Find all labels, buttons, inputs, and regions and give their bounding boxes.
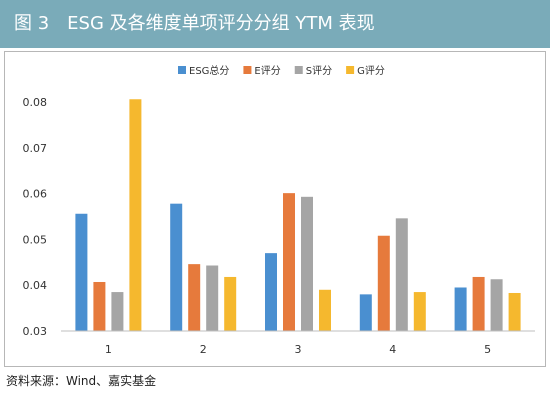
bar-g-group-1	[129, 99, 142, 331]
x-tick-label: 5	[484, 343, 491, 356]
legend-label-s: S评分	[306, 65, 332, 77]
bar-series	[75, 99, 521, 331]
bar-g-group-4	[413, 292, 426, 331]
legend-swatch-g	[346, 66, 355, 74]
y-tick-label: 0.05	[23, 233, 48, 246]
x-axis: 1 2 3 4 5	[61, 330, 535, 356]
y-axis: 0.03 0.04 0.05 0.06 0.07 0.08	[23, 96, 48, 338]
legend-label-esg: ESG总分	[189, 64, 229, 77]
legend-label-g: G评分	[357, 65, 385, 77]
figure-header: 图 3 ESG 及各维度单项评分分组 YTM 表现	[0, 0, 550, 48]
bar-e-group-1	[93, 281, 106, 331]
bar-e-group-3	[283, 193, 295, 331]
x-tick-label: 1	[105, 343, 112, 356]
legend-swatch-e	[243, 66, 252, 74]
bar-s-group-1	[111, 292, 124, 331]
bar-esg-group-5	[454, 287, 467, 331]
bar-s-group-2	[206, 265, 219, 331]
bar-esg-group-4	[359, 294, 372, 331]
bar-esg-group-3	[265, 253, 277, 331]
source-note: 资料来源：Wind、嘉实基金	[6, 374, 157, 388]
y-tick-label: 0.06	[23, 188, 48, 201]
bar-g-group-5	[508, 292, 521, 331]
y-tick-label: 0.08	[23, 96, 48, 109]
bar-s-group-3	[301, 196, 313, 331]
legend-swatch-esg	[178, 66, 186, 74]
bar-s-group-4	[395, 218, 408, 331]
x-tick-label: 3	[295, 343, 302, 356]
bar-e-group-2	[188, 264, 201, 331]
y-tick-label: 0.03	[23, 325, 48, 338]
legend-swatch-s	[294, 66, 303, 74]
bar-g-group-3	[319, 289, 331, 331]
bar-s-group-5	[490, 279, 503, 331]
bar-chart: ESG总分 E评分 S评分 G评分 0.030.040.050.060.070.08 …	[23, 64, 535, 356]
bar-e-group-4	[377, 235, 390, 331]
legend-label-e: E评分	[254, 65, 280, 77]
x-tick-label: 2	[200, 343, 207, 356]
chart-legend: ESG总分 E评分 S评分 G评分	[178, 64, 385, 77]
x-tick-label: 4	[389, 343, 396, 356]
bar-esg-group-1	[75, 213, 88, 331]
bar-e-group-5	[472, 276, 485, 331]
figure-title: 图 3 ESG 及各维度单项评分分组 YTM 表现	[14, 13, 375, 34]
chart-frame: ESG总分 E评分 S评分 G评分 0.03 0.04 0.05 0.06 0.07 0.08 …	[4, 51, 546, 367]
y-tick-label: 0.07	[23, 142, 48, 155]
bar-esg-group-2	[170, 203, 183, 331]
bar-g-group-2	[224, 276, 237, 331]
y-tick-label: 0.04	[23, 279, 48, 292]
